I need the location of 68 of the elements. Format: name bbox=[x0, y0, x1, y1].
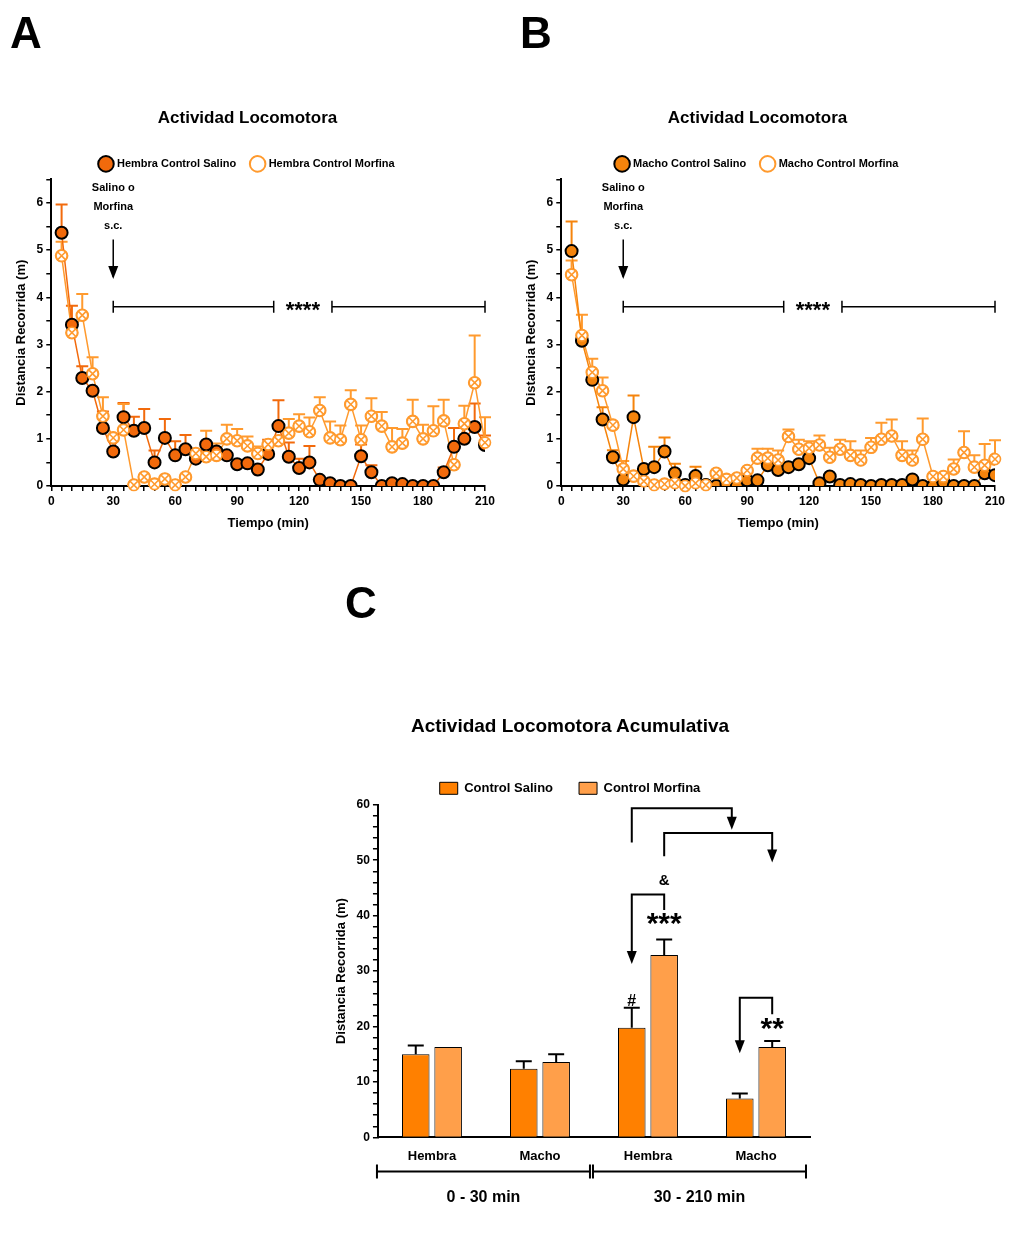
x-tick-label: 120 bbox=[289, 493, 310, 508]
x-tick-label: 90 bbox=[230, 493, 245, 508]
y-tick-label: 30 bbox=[356, 963, 371, 978]
y-axis-title: Distancia Recorrida (m) bbox=[333, 898, 349, 1045]
text: 30 - 210 min bbox=[653, 1187, 746, 1205]
x-axis-title: Tiempo (min) bbox=[737, 514, 819, 530]
annotation: # bbox=[627, 991, 637, 1009]
x-tick-label: 90 bbox=[740, 493, 755, 508]
x-tick-label: 30 bbox=[616, 493, 631, 508]
legend-label: Hembra Control Salino bbox=[116, 156, 237, 169]
text: B bbox=[520, 8, 552, 57]
y-tick-label: 0 bbox=[363, 1129, 371, 1144]
text: C bbox=[345, 578, 377, 627]
legend-label: Macho Control Morfina bbox=[778, 156, 900, 169]
legend-label: Control Salino bbox=[464, 779, 554, 795]
y-tick-label: 1 bbox=[36, 431, 44, 446]
y-tick-label: 50 bbox=[356, 852, 371, 867]
annotation: & bbox=[658, 871, 670, 889]
y-tick-label: 3 bbox=[546, 336, 554, 351]
x-tick-label: 150 bbox=[861, 493, 882, 508]
y-axis-title: Distancia Recorrida (m) bbox=[523, 259, 539, 406]
y-tick-label: 40 bbox=[356, 907, 371, 922]
text: 0 - 30 min bbox=[446, 1187, 521, 1205]
annotation: **** bbox=[795, 296, 831, 322]
y-tick-label: 10 bbox=[356, 1074, 371, 1089]
chart-title: Actividad Locomotora bbox=[157, 107, 338, 127]
chart-title: Actividad Locomotora bbox=[667, 107, 848, 127]
y-tick-label: 0 bbox=[546, 478, 554, 493]
legend-label: Hembra Control Morfina bbox=[268, 156, 396, 169]
x-tick-label: 210 bbox=[474, 493, 496, 508]
y-axis-title: Distancia Recorrida (m) bbox=[13, 259, 29, 406]
x-tick-label: Macho bbox=[519, 1147, 561, 1163]
y-tick-label: 4 bbox=[546, 289, 554, 304]
x-tick-label: 60 bbox=[678, 493, 693, 508]
y-tick-label: 6 bbox=[546, 195, 554, 210]
x-tick-label: 0 bbox=[557, 493, 565, 508]
annotation: ** bbox=[760, 1010, 785, 1044]
annotation: *** bbox=[646, 906, 683, 940]
y-tick-label: 20 bbox=[356, 1018, 371, 1033]
x-tick-label: 60 bbox=[168, 493, 183, 508]
y-tick-label: 2 bbox=[546, 383, 554, 398]
x-axis-title: Tiempo (min) bbox=[227, 514, 309, 530]
legend-label: Macho Control Salino bbox=[633, 156, 747, 169]
annotation: Salino o Morfina s.c. bbox=[91, 180, 135, 231]
x-tick-label: 150 bbox=[351, 493, 372, 508]
text: A bbox=[10, 8, 42, 57]
x-tick-label: Hembra bbox=[623, 1147, 673, 1163]
x-tick-label: 30 bbox=[106, 493, 121, 508]
x-tick-label: Macho bbox=[735, 1147, 777, 1163]
x-tick-label: 180 bbox=[413, 493, 434, 508]
x-tick-label: 0 bbox=[47, 493, 55, 508]
annotation: **** bbox=[285, 296, 321, 322]
y-tick-label: 5 bbox=[546, 242, 554, 257]
x-tick-label: 210 bbox=[984, 493, 1006, 508]
y-tick-label: 4 bbox=[36, 289, 44, 304]
x-tick-label: 120 bbox=[799, 493, 820, 508]
y-tick-label: 0 bbox=[36, 478, 44, 493]
x-tick-label: 180 bbox=[923, 493, 944, 508]
legend-label: Control Morfina bbox=[603, 779, 702, 795]
y-tick-label: 3 bbox=[36, 336, 44, 351]
y-tick-label: 2 bbox=[36, 383, 44, 398]
y-tick-label: 1 bbox=[546, 431, 554, 446]
annotation: Salino o Morfina s.c. bbox=[601, 180, 645, 231]
y-tick-label: 5 bbox=[36, 242, 44, 257]
y-tick-label: 6 bbox=[36, 195, 44, 210]
chart-title: Actividad Locomotora Acumulativa bbox=[410, 714, 730, 736]
y-tick-label: 60 bbox=[356, 797, 371, 812]
x-tick-label: Hembra bbox=[407, 1147, 457, 1163]
